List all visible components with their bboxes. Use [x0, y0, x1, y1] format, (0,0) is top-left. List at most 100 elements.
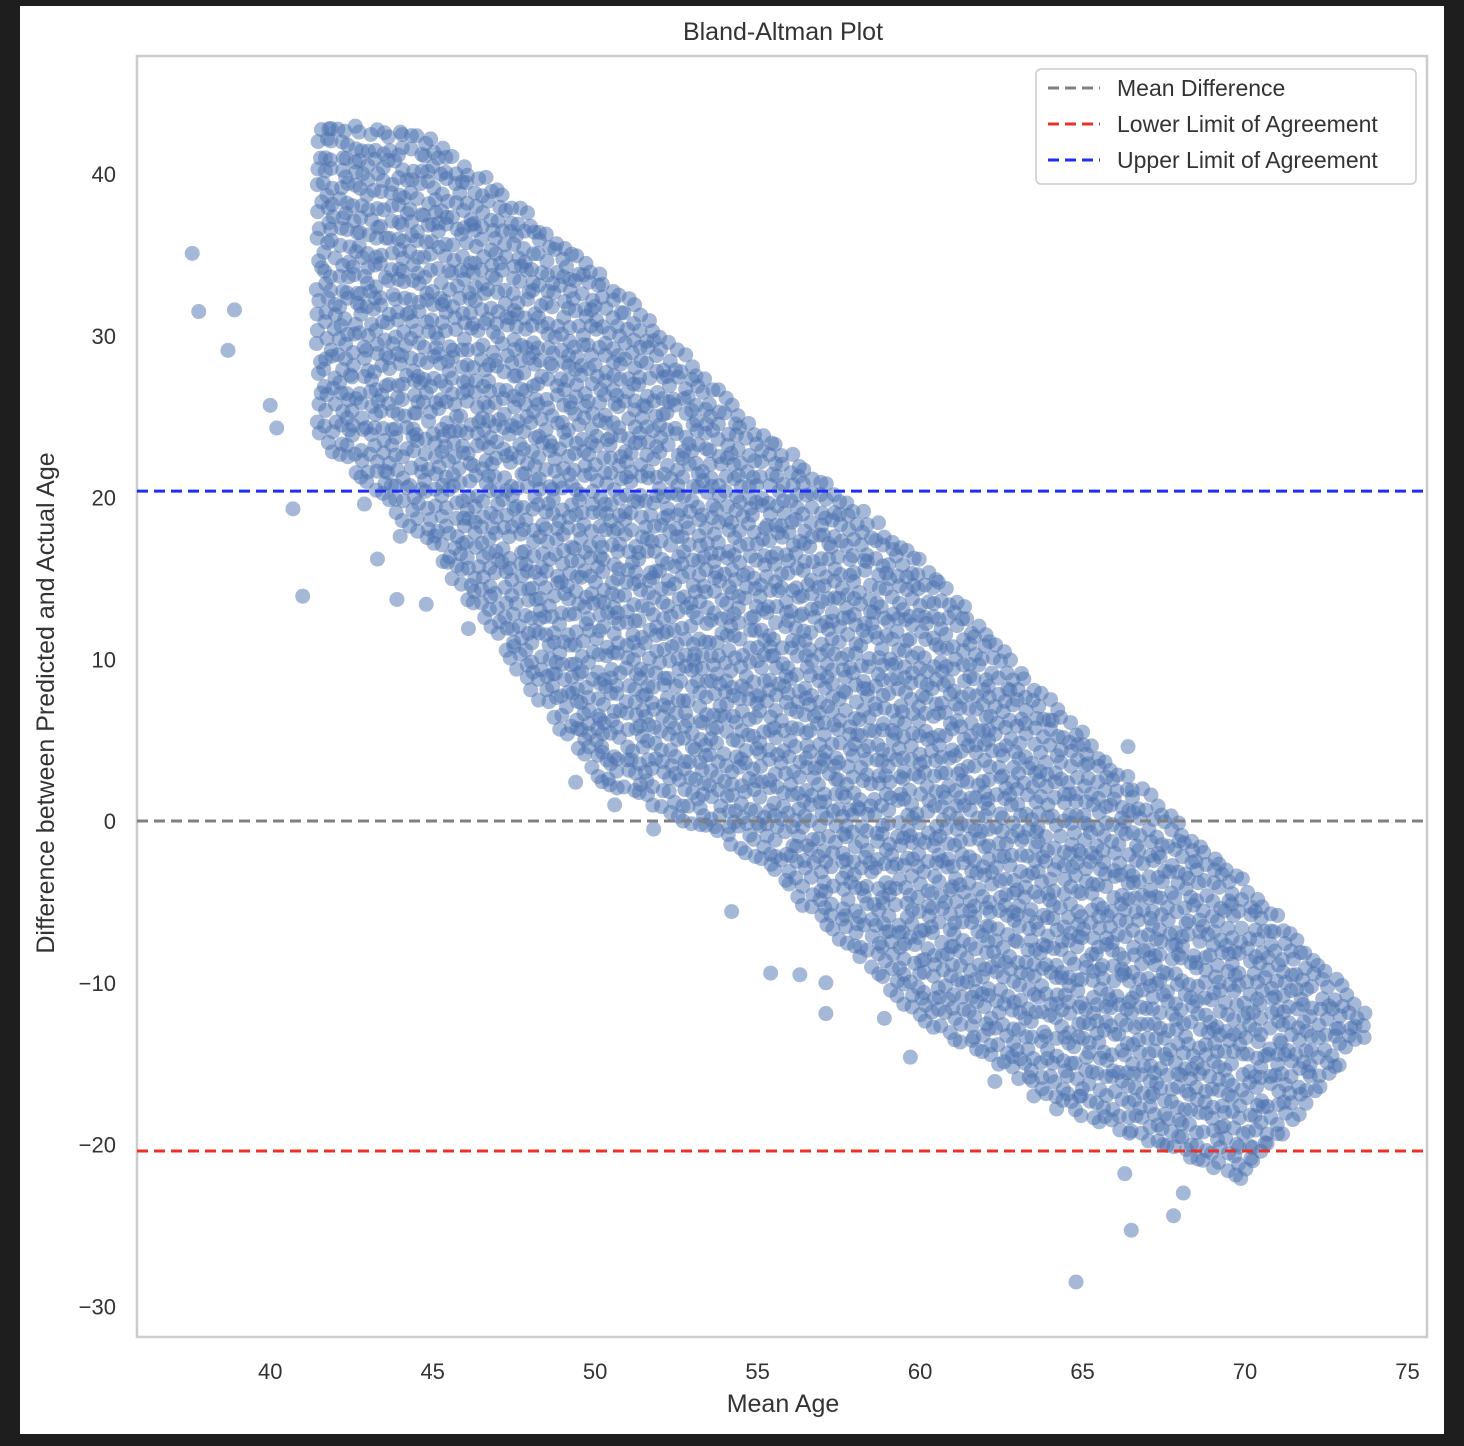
- scatter-point: [1274, 1126, 1290, 1142]
- scatter-point: [1346, 996, 1362, 1012]
- scatter-point: [845, 548, 861, 564]
- scatter-point: [937, 894, 953, 910]
- scatter-point: [332, 374, 348, 390]
- scatter-point: [434, 537, 450, 553]
- scatter-point: [645, 679, 661, 695]
- outlier-point: [763, 965, 779, 981]
- outlier-point: [1123, 1222, 1139, 1238]
- scatter-point: [710, 416, 726, 432]
- scatter-point: [981, 772, 997, 788]
- scatter-point: [594, 276, 610, 292]
- scatter-point: [816, 786, 832, 802]
- scatter-point: [1066, 956, 1082, 972]
- scatter-point: [938, 580, 954, 596]
- scatter-point: [731, 615, 747, 631]
- scatter-point: [675, 469, 691, 485]
- outlier-point: [1166, 1208, 1182, 1224]
- scatter-point: [1038, 986, 1054, 1002]
- scatter-point: [644, 695, 660, 711]
- scatter-point: [902, 631, 918, 647]
- scatter-point: [423, 512, 439, 528]
- scatter-point: [538, 521, 554, 537]
- outlier-point: [389, 591, 405, 607]
- scatter-point: [544, 678, 560, 694]
- scatter-point: [1073, 1108, 1089, 1124]
- x-tick-label: 50: [583, 1359, 607, 1384]
- scatter-point: [938, 626, 954, 642]
- scatter-point: [1016, 671, 1032, 687]
- scatter-point: [538, 422, 554, 438]
- figure: Bland-Altman Plot 40 45 50 55 60 65 70 75 −30 −20…: [20, 6, 1444, 1434]
- reference-lines: [137, 489, 1427, 1153]
- scatter-point: [824, 662, 840, 678]
- x-tick-label: 55: [745, 1359, 769, 1384]
- scatter-point: [870, 515, 886, 531]
- scatter-point: [539, 253, 555, 269]
- outlier-point: [545, 666, 561, 682]
- scatter-point: [444, 209, 460, 225]
- scatter-point: [1074, 995, 1090, 1011]
- scatter-point: [402, 202, 418, 218]
- outlier-point: [262, 397, 278, 413]
- scatter-point: [1223, 1056, 1239, 1072]
- scatter-point: [938, 765, 954, 781]
- scatter-point: [559, 259, 575, 275]
- outlier-point: [876, 1010, 892, 1026]
- x-tick-label: 60: [908, 1359, 932, 1384]
- scatter-point: [516, 365, 532, 381]
- scatter-point: [787, 738, 803, 754]
- scatter-point: [611, 420, 627, 436]
- legend-label: Mean Difference: [1117, 75, 1285, 101]
- scatter-point: [1167, 890, 1183, 906]
- scatter-point: [974, 651, 990, 667]
- scatter-point: [1298, 1095, 1314, 1111]
- outlier-point: [460, 621, 476, 637]
- scatter-point: [1146, 1106, 1162, 1122]
- scatter-point: [1270, 907, 1286, 923]
- scatter-point: [767, 832, 783, 848]
- scatter-point: [931, 874, 947, 890]
- scatter-point: [873, 599, 889, 615]
- scatter-point: [1196, 844, 1212, 860]
- scatter-point: [881, 908, 897, 924]
- outlier-point: [1049, 1101, 1065, 1117]
- scatter-point: [631, 613, 647, 629]
- scatter-point: [980, 678, 996, 694]
- scatter-point: [917, 754, 933, 770]
- outlier-point: [724, 904, 740, 920]
- scatter-point: [952, 790, 968, 806]
- outlier-point: [369, 551, 385, 567]
- scatter-point: [1231, 1110, 1247, 1126]
- outlier-point: [594, 739, 610, 755]
- scatter-point: [667, 420, 683, 436]
- scatter-point: [851, 909, 867, 925]
- scatter-point: [754, 660, 770, 676]
- scatter-point: [465, 316, 481, 332]
- scatter-point: [1181, 913, 1197, 929]
- scatter-point: [394, 391, 410, 407]
- scatter-point: [1152, 849, 1168, 865]
- y-tick-label: −10: [79, 971, 116, 996]
- scatter-point: [896, 715, 912, 731]
- scatter-point: [859, 767, 875, 783]
- scatter-point: [824, 676, 840, 692]
- scatter-point: [673, 364, 689, 380]
- scatter-point: [574, 505, 590, 521]
- scatter-point: [1303, 979, 1319, 995]
- scatter-point: [746, 831, 762, 847]
- legend-label: Upper Limit of Agreement: [1117, 147, 1378, 173]
- scatter-point: [438, 518, 454, 534]
- scatter-point: [752, 469, 768, 485]
- scatter-point: [1081, 1076, 1097, 1092]
- scatter-point: [1234, 871, 1250, 887]
- outlier-point: [220, 342, 236, 358]
- scatter-point: [887, 897, 903, 913]
- scatter-point: [480, 373, 496, 389]
- scatter-point: [767, 436, 783, 452]
- scatter-point: [531, 449, 547, 465]
- scatter-point: [709, 735, 725, 751]
- scatter-point: [1143, 787, 1159, 803]
- scatter-point: [1098, 879, 1114, 895]
- scatter-point: [1259, 1126, 1275, 1142]
- scatter-point: [938, 821, 954, 837]
